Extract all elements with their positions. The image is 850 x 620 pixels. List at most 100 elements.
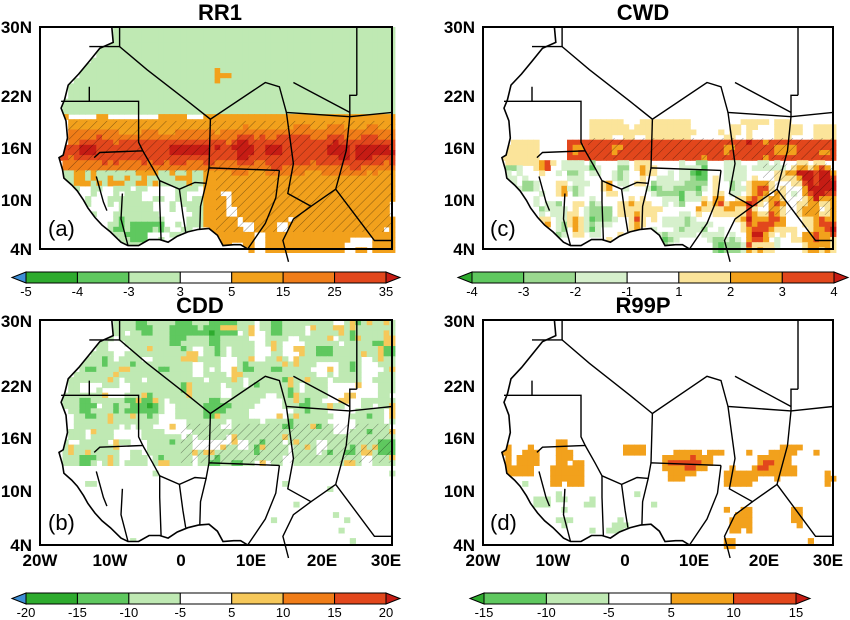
field-cell: [293, 413, 300, 420]
field-cell: [293, 366, 300, 373]
field-cell: [197, 93, 204, 100]
field-cell: [824, 247, 831, 253]
field-cell: [505, 155, 512, 161]
field-cell: [186, 68, 193, 74]
field-cell: [344, 351, 351, 357]
field-cell: [785, 226, 792, 233]
field-cell: [304, 382, 311, 389]
field-cell: [220, 330, 227, 337]
field-cell: [735, 175, 742, 182]
field-cell: [310, 88, 317, 95]
field-cell: [511, 465, 518, 472]
field-cell: [561, 455, 568, 461]
field-cell: [338, 247, 345, 253]
field-cell: [96, 114, 103, 120]
field-cell: [293, 392, 300, 399]
field-cell: [824, 216, 831, 223]
field-cell: [141, 201, 148, 207]
field-cell: [231, 377, 238, 383]
field-cell: [684, 231, 691, 238]
colorbar-tick-label: -10: [119, 605, 138, 620]
field-cell: [135, 93, 142, 100]
field-cell: [287, 418, 294, 425]
field-cell: [135, 88, 142, 95]
field-cell: [186, 32, 193, 38]
field-cell: [304, 408, 311, 415]
field-cell: [338, 42, 345, 49]
field-cell: [310, 403, 317, 409]
field-cell: [175, 68, 182, 74]
field-cell: [533, 165, 540, 171]
field-cell: [372, 42, 379, 49]
field-cell: [673, 455, 680, 461]
field-cell: [248, 68, 255, 74]
field-cell: [107, 52, 114, 59]
field-cell: [802, 231, 809, 238]
field-cell: [197, 42, 204, 49]
field-cell: [68, 103, 75, 110]
field-cell: [175, 371, 182, 378]
field-cell: [338, 98, 345, 105]
field-cell: [130, 175, 137, 182]
field-cell: [163, 346, 171, 352]
border-line: [562, 193, 572, 246]
field-cell: [147, 439, 154, 446]
field-cell: [130, 83, 137, 90]
field-cell: [248, 27, 255, 33]
field-cell: [270, 247, 278, 253]
field-cell: [740, 211, 747, 218]
field-cell: [662, 231, 669, 238]
field-cell: [287, 247, 294, 253]
field-cell: [293, 47, 300, 54]
field-cell: [316, 397, 323, 404]
field-cell: [158, 37, 165, 43]
field-cell: [824, 129, 831, 136]
field-cell: [163, 37, 171, 43]
field-cell: [383, 231, 390, 238]
field-cell: [383, 371, 390, 378]
field-cell: [617, 165, 624, 171]
field-cell: [617, 201, 624, 207]
field-cell: [113, 231, 120, 238]
field-cell: [751, 237, 758, 243]
field-cell: [366, 346, 373, 352]
colorbar-tick-label: 2: [727, 284, 734, 299]
field-cell: [147, 206, 154, 212]
field-cell: [361, 93, 368, 100]
field-cell: [175, 27, 182, 33]
field-cell: [85, 73, 92, 79]
field-cell: [316, 47, 323, 54]
field-cell: [270, 460, 278, 466]
field-cell: [550, 201, 557, 207]
field-cell: [667, 170, 674, 177]
field-cell: [141, 429, 148, 435]
field-cell: [242, 346, 249, 352]
field-cell: [135, 196, 142, 202]
field-cell: [321, 114, 328, 120]
field-cell: [242, 93, 249, 100]
y-tick-label: 30N: [444, 312, 475, 331]
field-cell: [152, 88, 159, 95]
field-cell: [316, 242, 323, 248]
field-cell: [220, 83, 227, 90]
field-cell: [338, 114, 345, 120]
field-cell: [225, 57, 233, 64]
field-cell: [186, 356, 193, 363]
field-cell: [118, 88, 125, 95]
field-cell: [102, 52, 109, 59]
field-cell: [673, 237, 680, 243]
field-cell: [158, 449, 165, 456]
field-cell: [225, 231, 233, 238]
field-cell: [310, 27, 317, 33]
field-cell: [791, 512, 798, 518]
colorbar-tick-label: 1: [675, 284, 682, 299]
field-cell: [751, 231, 758, 238]
field-cell: [332, 247, 340, 253]
field-cell: [169, 455, 176, 461]
field-cell: [152, 449, 159, 456]
field-cell: [276, 382, 283, 389]
field-cell: [113, 460, 120, 466]
field-cell: [237, 103, 244, 110]
field-cell: [180, 330, 187, 337]
field-cell: [118, 320, 125, 326]
